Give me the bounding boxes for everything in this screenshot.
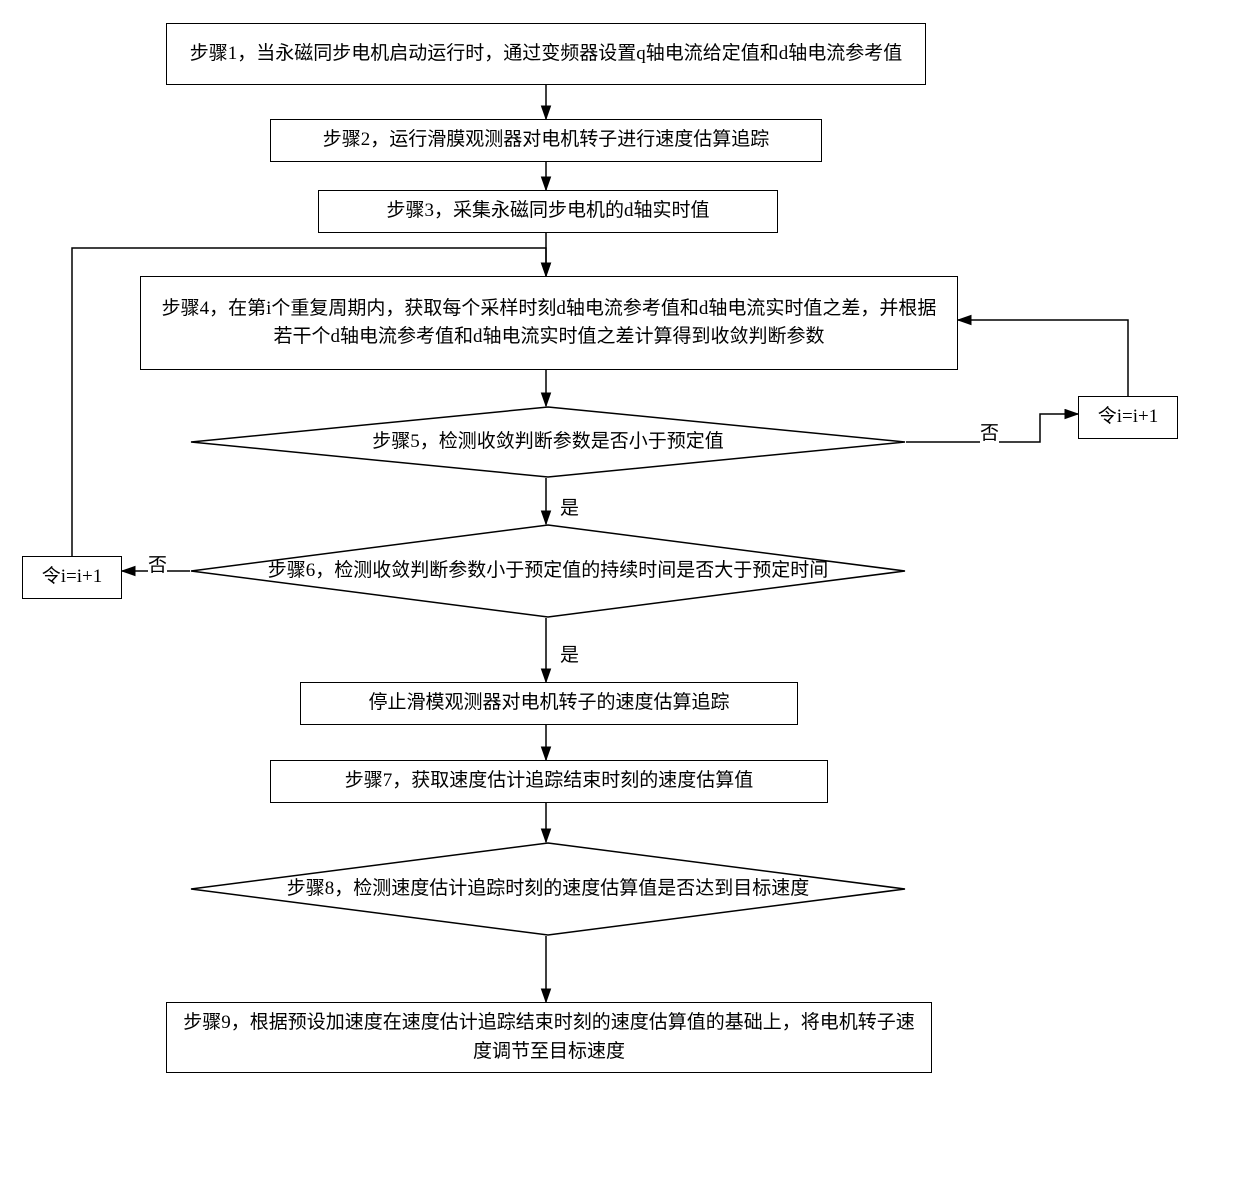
edge-label: 否 — [980, 418, 999, 445]
flowchart-node-incL: 令i=i+1 — [22, 556, 122, 599]
node-label: 步骤6，检测收敛判断参数小于预定值的持续时间是否大于预定时间 — [268, 557, 829, 586]
flowchart-node-step1: 步骤1，当永磁同步电机启动运行时，通过变频器设置q轴电流给定值和d轴电流参考值 — [166, 23, 926, 85]
edge-label: 是 — [560, 493, 579, 520]
node-label: 步骤1，当永磁同步电机启动运行时，通过变频器设置q轴电流给定值和d轴电流参考值 — [190, 40, 903, 69]
flowchart-node-step2: 步骤2，运行滑膜观测器对电机转子进行速度估算追踪 — [270, 119, 822, 162]
node-label: 令i=i+1 — [1098, 403, 1159, 432]
node-label: 步骤9，根据预设加速度在速度估计追踪结束时刻的速度估算值的基础上，将电机转子速度… — [181, 1009, 917, 1066]
edge-label: 否 — [148, 550, 167, 577]
node-label: 步骤5，检测收敛判断参数是否小于预定值 — [372, 428, 724, 457]
flowchart-node-stop: 停止滑模观测器对电机转子的速度估算追踪 — [300, 682, 798, 725]
node-label: 步骤7，获取速度估计追踪结束时刻的速度估算值 — [345, 767, 754, 796]
node-label: 令i=i+1 — [42, 563, 103, 592]
edge-label: 是 — [560, 640, 579, 667]
flowchart-node-step4: 步骤4，在第i个重复周期内，获取每个采样时刻d轴电流参考值和d轴电流实时值之差，… — [140, 276, 958, 370]
flowchart-node-step9: 步骤9，根据预设加速度在速度估计追踪结束时刻的速度估算值的基础上，将电机转子速度… — [166, 1002, 932, 1073]
flowchart-node-step7: 步骤7，获取速度估计追踪结束时刻的速度估算值 — [270, 760, 828, 803]
flowchart-node-step5: 步骤5，检测收敛判断参数是否小于预定值 — [190, 406, 906, 478]
flowchart-node-incR: 令i=i+1 — [1078, 396, 1178, 439]
flowchart-container: 步骤1，当永磁同步电机启动运行时，通过变频器设置q轴电流给定值和d轴电流参考值步… — [20, 20, 1220, 1160]
flowchart-node-step3: 步骤3，采集永磁同步电机的d轴实时值 — [318, 190, 778, 233]
node-label: 步骤3，采集永磁同步电机的d轴实时值 — [386, 197, 709, 226]
node-label: 步骤8，检测速度估计追踪时刻的速度估算值是否达到目标速度 — [287, 875, 810, 904]
flowchart-node-step6: 步骤6，检测收敛判断参数小于预定值的持续时间是否大于预定时间 — [190, 524, 906, 618]
flowchart-node-step8: 步骤8，检测速度估计追踪时刻的速度估算值是否达到目标速度 — [190, 842, 906, 936]
node-label: 步骤2，运行滑膜观测器对电机转子进行速度估算追踪 — [323, 126, 770, 155]
node-label: 停止滑模观测器对电机转子的速度估算追踪 — [368, 689, 729, 718]
node-label: 步骤4，在第i个重复周期内，获取每个采样时刻d轴电流参考值和d轴电流实时值之差，… — [155, 295, 943, 352]
